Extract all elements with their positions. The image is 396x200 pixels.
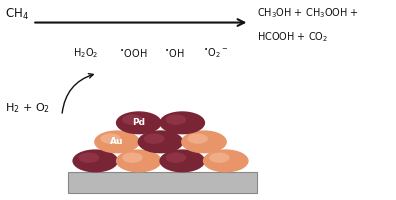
Circle shape [94, 130, 140, 153]
Circle shape [78, 152, 99, 163]
Circle shape [100, 133, 121, 144]
Text: H$_2$O$_2$: H$_2$O$_2$ [73, 46, 98, 60]
Circle shape [203, 149, 249, 172]
Circle shape [166, 114, 186, 125]
Circle shape [144, 133, 164, 144]
Circle shape [116, 111, 162, 134]
Circle shape [122, 114, 143, 125]
Circle shape [187, 133, 208, 144]
Text: H$_2$ + O$_2$: H$_2$ + O$_2$ [5, 101, 50, 115]
Text: $\mathregular{^{\bullet}}$OOH: $\mathregular{^{\bullet}}$OOH [119, 47, 147, 59]
Circle shape [159, 149, 205, 172]
Text: Au: Au [110, 137, 124, 146]
Circle shape [116, 149, 162, 172]
Text: CH$_4$: CH$_4$ [5, 7, 29, 22]
Circle shape [209, 152, 230, 163]
Circle shape [72, 149, 118, 172]
Text: HCOOH + CO$_2$: HCOOH + CO$_2$ [257, 30, 329, 44]
Bar [68, 171, 257, 193]
Text: $\mathregular{^{\bullet}}$O$_2$$^-$: $\mathregular{^{\bullet}}$O$_2$$^-$ [203, 46, 228, 60]
Text: Pd: Pd [132, 118, 145, 127]
Circle shape [159, 111, 205, 134]
Text: CH$_3$OH + CH$_3$OOH +: CH$_3$OH + CH$_3$OOH + [257, 7, 359, 20]
Circle shape [181, 130, 227, 153]
Text: $\mathregular{^{\bullet}}$OH: $\mathregular{^{\bullet}}$OH [164, 47, 185, 59]
FancyArrowPatch shape [62, 74, 93, 113]
Circle shape [138, 130, 183, 153]
Circle shape [122, 152, 143, 163]
Circle shape [166, 152, 186, 163]
